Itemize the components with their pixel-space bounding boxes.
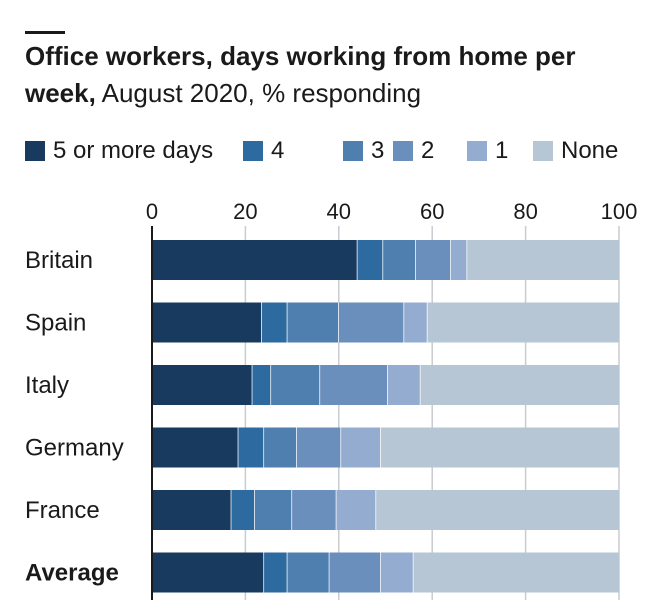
legend-swatch: [343, 141, 363, 161]
bar-segment: [264, 552, 288, 593]
bar-segment: [420, 365, 619, 405]
bar-segment: [264, 427, 297, 468]
x-tick-label: 0: [146, 199, 158, 224]
legend-swatch: [393, 141, 413, 161]
bar-segment: [231, 490, 255, 530]
chart-title-sub: August 2020, % responding: [95, 78, 422, 108]
x-tick-label: 100: [601, 199, 638, 224]
legend-item: 4: [243, 134, 284, 168]
bar-segment: [287, 552, 330, 593]
legend-swatch: [25, 141, 45, 161]
bar-segment: [152, 552, 265, 593]
x-tick-label: 80: [513, 199, 537, 224]
bar-segment: [427, 302, 619, 343]
legend-label: None: [561, 137, 619, 164]
title-rule: [25, 31, 65, 34]
legend-item: None: [533, 134, 618, 168]
x-tick-label: 60: [420, 199, 444, 224]
bar-segment: [336, 490, 377, 530]
legend-item: 5 or more days: [25, 134, 213, 168]
bar-segment: [254, 490, 293, 530]
bar-segment: [450, 240, 468, 280]
legend-label: 4: [271, 137, 285, 164]
bar-segment: [261, 302, 288, 343]
bar-segment: [152, 365, 253, 405]
x-tick-label: 20: [233, 199, 257, 224]
legend-label: 3: [371, 137, 385, 164]
x-tick-label: 40: [327, 199, 351, 224]
bar-segment: [387, 365, 421, 405]
bar-segment: [338, 302, 405, 343]
legend-item: 1: [467, 134, 508, 168]
category-label: Germany: [25, 435, 124, 462]
bar-segment: [380, 427, 619, 468]
bar-segment: [329, 552, 381, 593]
bar-segment: [152, 302, 262, 343]
bar-segment: [380, 552, 414, 593]
legend: 5 or more days 4 3 2 1 None: [25, 134, 665, 168]
category-label: Britain: [25, 247, 93, 274]
bar-segment: [252, 365, 272, 405]
bar-segment: [271, 365, 321, 405]
bar-segment: [413, 552, 619, 593]
bar-segment: [287, 302, 339, 343]
bar-segment: [404, 302, 428, 343]
bar-segment: [341, 427, 381, 468]
bar-segment: [467, 240, 619, 280]
bar-segment: [415, 240, 451, 280]
legend-swatch: [467, 141, 487, 161]
bar-segment: [383, 240, 416, 280]
bar-segment: [376, 490, 619, 530]
chart-title-main: Office workers, days working from home p…: [25, 41, 576, 108]
bar-segment: [152, 240, 358, 280]
bar-segment: [296, 427, 342, 468]
bar-segment: [152, 490, 232, 530]
legend-label: 2: [421, 137, 435, 164]
bar-segment: [238, 427, 265, 468]
bar-segment: [152, 427, 239, 468]
category-label: France: [25, 497, 100, 524]
legend-item: 3: [343, 134, 384, 168]
category-label: Average: [25, 560, 119, 587]
bar-segment: [292, 490, 337, 530]
legend-swatch: [533, 141, 553, 161]
category-label: Spain: [25, 310, 86, 337]
legend-item: 2: [393, 134, 434, 168]
category-label: Italy: [25, 372, 69, 399]
chart-title: Office workers, days working from home p…: [25, 38, 645, 112]
legend-swatch: [243, 141, 263, 161]
bar-segment: [320, 365, 388, 405]
legend-label: 1: [495, 137, 509, 164]
legend-label: 5 or more days: [53, 137, 214, 164]
bar-segment: [357, 240, 384, 280]
